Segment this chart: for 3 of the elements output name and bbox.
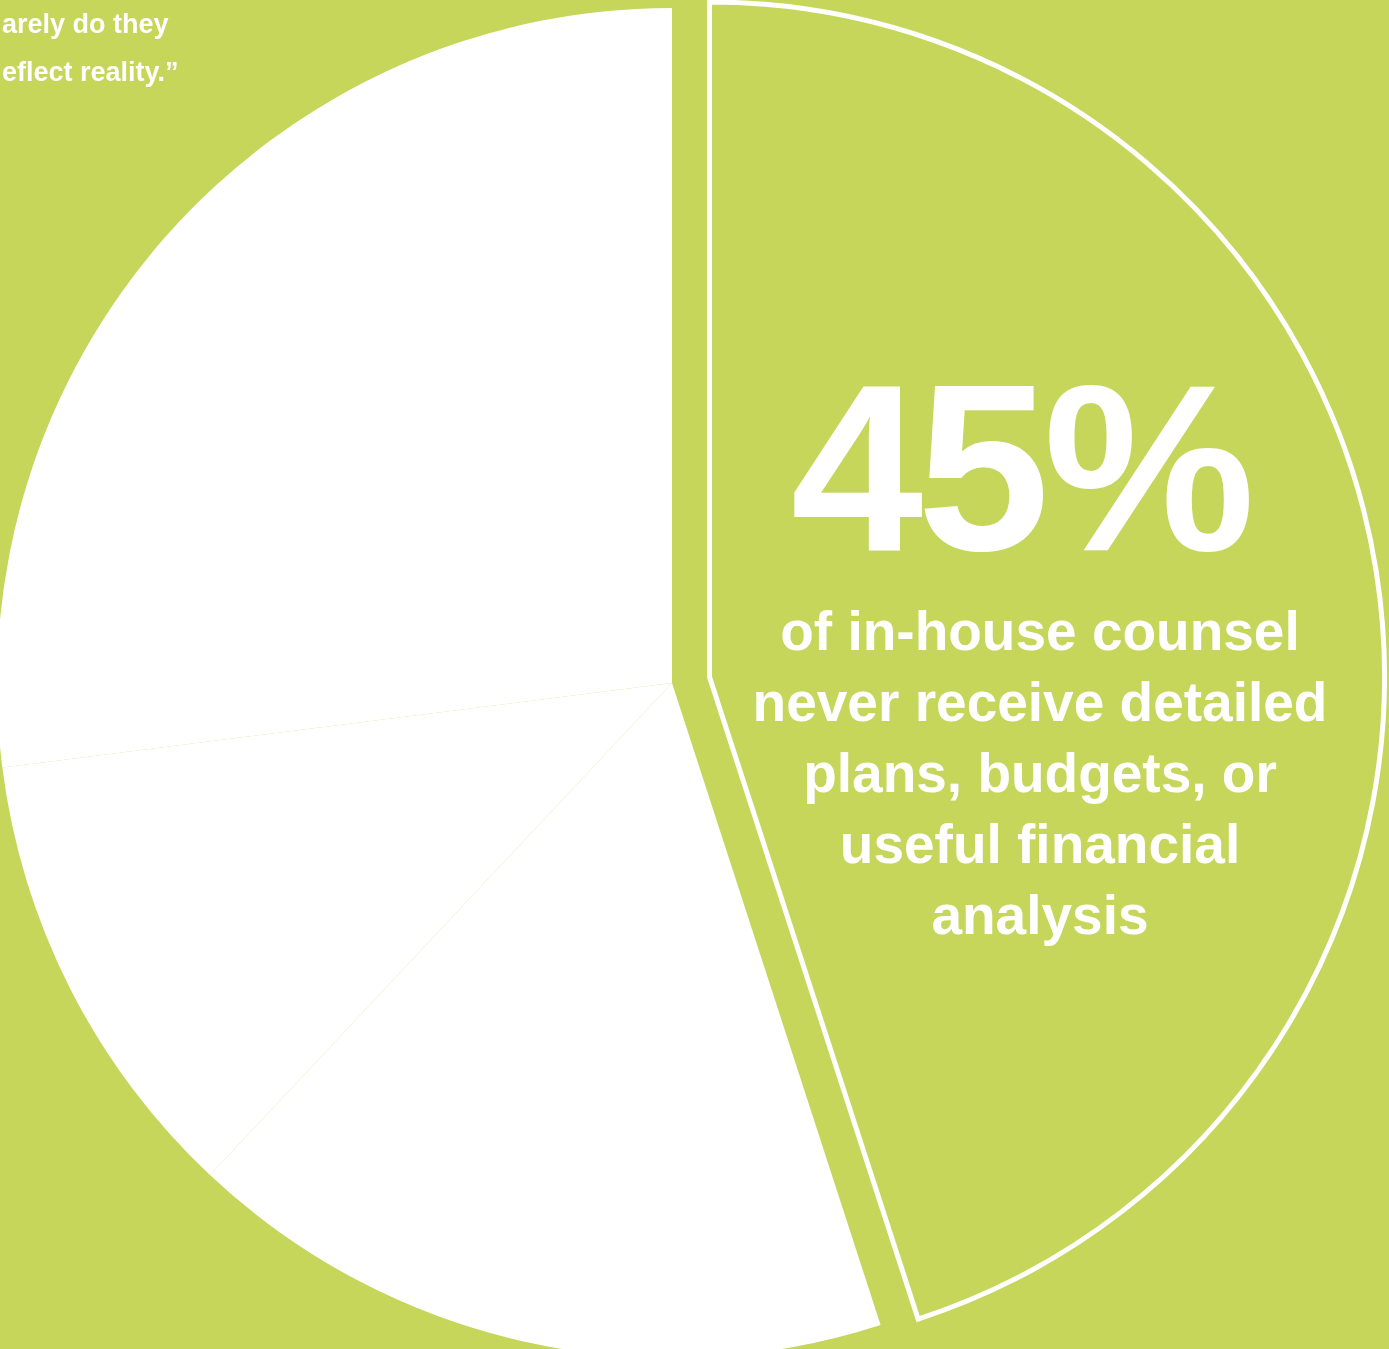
text: arely do they eflect reality.” [2, 9, 179, 87]
text: of in-house counsel never receive detailed plans, budgets, or useful financial analysis [752, 600, 1328, 946]
data-label: 45% [790, 335, 1250, 600]
